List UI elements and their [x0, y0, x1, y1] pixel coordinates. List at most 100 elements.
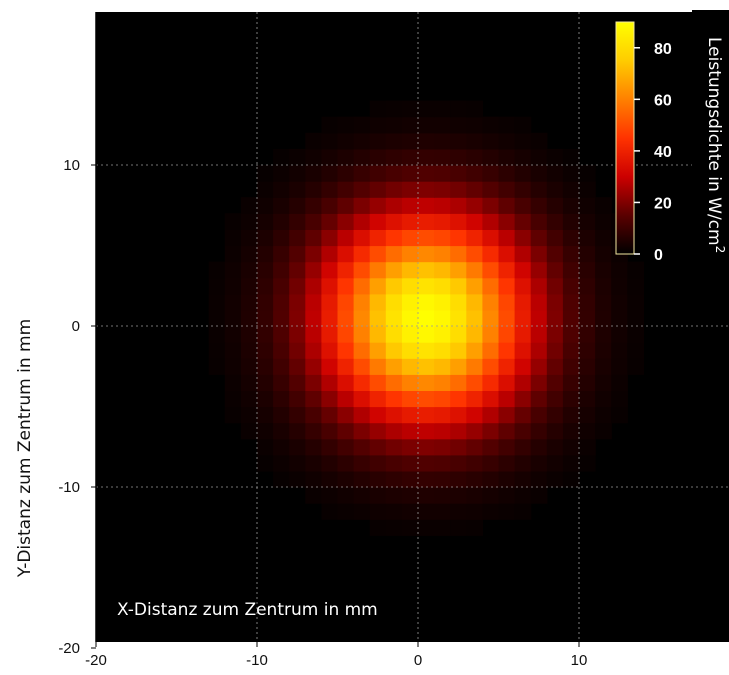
x-tick-label: 10 [571, 652, 588, 669]
heatmap-cell [224, 245, 242, 263]
heatmap-cell [353, 197, 371, 214]
heatmap-cell [482, 326, 500, 343]
heatmap-cell [369, 197, 387, 214]
heatmap-cell [595, 261, 612, 279]
heatmap-cell [514, 358, 532, 375]
heatmap-cell [321, 132, 339, 150]
heatmap-cell [498, 470, 516, 488]
heatmap-cell [595, 390, 612, 408]
heatmap-cell [401, 309, 419, 327]
heatmap-cell [369, 374, 387, 391]
heatmap-cell [305, 358, 322, 375]
colorbar-tick-label: 40 [654, 144, 672, 161]
heatmap-cell [353, 503, 371, 520]
heatmap-cell [498, 197, 516, 214]
heatmap-cell [562, 406, 580, 424]
heatmap-cell [482, 181, 500, 198]
heatmap-cell [353, 132, 371, 150]
heatmap-cell [530, 309, 548, 327]
heatmap-cell [466, 406, 483, 424]
heatmap-cell [273, 148, 290, 166]
heatmap-cell [546, 422, 564, 440]
heatmap-cell [224, 374, 242, 391]
heatmap-cell [369, 309, 387, 327]
grid-lines [96, 12, 729, 642]
heatmap-cell [546, 470, 564, 488]
heatmap-cell [305, 132, 322, 150]
heatmap-cell [224, 326, 242, 343]
heatmap-cell [562, 422, 580, 440]
heatmap-cell [434, 181, 451, 198]
heatmap-cell [530, 229, 548, 247]
heatmap-cell [369, 438, 387, 456]
heatmap-cell [530, 358, 548, 375]
heatmap-cell [450, 116, 467, 134]
heatmap-cell [418, 293, 435, 311]
heatmap-cell [208, 277, 226, 295]
heatmap-cell [595, 406, 612, 424]
heatmap-cell [466, 503, 483, 520]
heatmap-cell [240, 358, 258, 375]
heatmap-cell [579, 438, 596, 456]
heatmap-cell [546, 309, 564, 327]
heatmap-cell [353, 213, 371, 230]
heatmap-cell [369, 326, 387, 343]
heatmap-cell [466, 100, 483, 118]
heatmap-cell [579, 326, 596, 343]
colorbar-ticks: 0 20 40 60 80 [634, 41, 672, 264]
heatmap-cell [257, 213, 274, 230]
heatmap-cell [434, 132, 451, 150]
heatmap-cell [353, 454, 371, 472]
heatmap-cell [321, 326, 339, 343]
heatmap-cell [530, 422, 548, 440]
heatmap-cell [385, 197, 403, 214]
heatmap-cell [562, 165, 580, 182]
heatmap-cell [337, 503, 355, 520]
heatmap-cell [482, 390, 500, 408]
heatmap-cell [369, 100, 387, 118]
heatmap-cell [337, 390, 355, 408]
heatmap-cell [498, 503, 516, 520]
heatmap-cell [418, 406, 435, 424]
heatmap-cell [434, 503, 451, 520]
heatmap-cell [562, 358, 580, 375]
heatmap-cell [385, 470, 403, 488]
y-tick-label: -10 [58, 479, 80, 496]
x-axis: -20 -10 0 10 [85, 642, 587, 669]
heatmap-cell [257, 293, 274, 311]
heatmap-cell [627, 309, 644, 327]
heatmap-cell [579, 213, 596, 230]
heatmap-cell [240, 390, 258, 408]
heatmap-cell [385, 422, 403, 440]
heatmap-cell [482, 342, 500, 359]
heatmap-cell [482, 309, 500, 327]
heatmap-cell [482, 148, 500, 166]
heatmap-cell [385, 293, 403, 311]
heatmap-cell [466, 326, 483, 343]
heatmap-cell [546, 148, 564, 166]
heatmap-cell [305, 326, 322, 343]
heatmap-cell [562, 438, 580, 456]
heatmap-cell [530, 470, 548, 488]
heatmap-cell [321, 470, 339, 488]
heatmap-cell [401, 293, 419, 311]
heatmap-cell [482, 438, 500, 456]
heatmap-cell [337, 358, 355, 375]
heatmap-cell [482, 374, 500, 391]
heatmap-cell [498, 422, 516, 440]
heatmap-cell [353, 245, 371, 263]
heatmap-cell [257, 309, 274, 327]
heatmap-cell [530, 342, 548, 359]
heatmap-cell [385, 229, 403, 247]
heatmap-cell [369, 342, 387, 359]
heatmap-cell [321, 342, 339, 359]
heatmap-cell [273, 342, 290, 359]
heatmap-cell [401, 213, 419, 230]
heatmap-cell [289, 229, 306, 247]
heatmap-cell [353, 181, 371, 198]
heatmap-cell [418, 342, 435, 359]
heatmap-cell [257, 165, 274, 182]
heatmap-cell [401, 503, 419, 520]
heatmap-cell [321, 374, 339, 391]
heatmap-cell [514, 197, 532, 214]
